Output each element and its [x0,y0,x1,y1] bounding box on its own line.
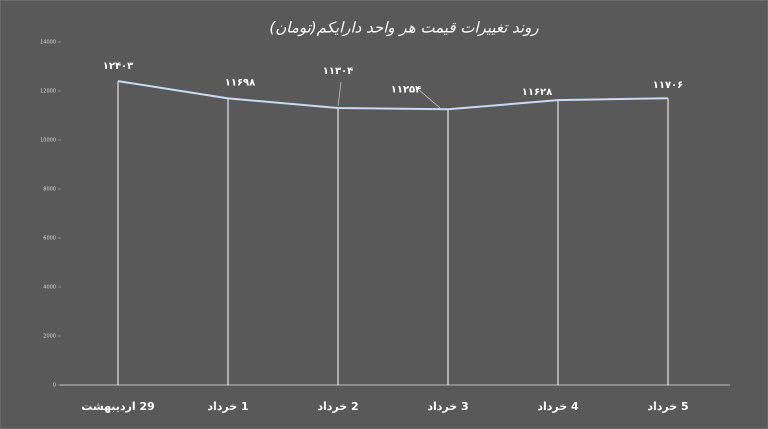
chart-title: روند تغییرات قیمت هر واحد دارایکم(تومان) [269,19,539,37]
data-label: ۱۱۲۵۴ [391,84,422,95]
y-tick-label: 10000 [40,138,56,144]
data-label: ۱۱۶۲۸ [522,87,553,98]
y-tick-label: 8000 [43,187,56,193]
x-tick-label: 29 اردیبهشت [81,400,155,413]
x-tick-label: 5 خرداد [647,400,688,413]
y-tick-label: 12000 [40,89,56,95]
y-tick-label: 4000 [43,285,56,291]
y-tick-label: 14000 [40,40,56,46]
line [117,80,669,111]
data-label: ۱۱۳۰۴ [323,66,354,77]
x-tick-label: 3 خرداد [427,400,468,413]
y-tick-label: 2000 [43,334,56,340]
y-tick-label: 6000 [43,236,56,242]
x-tick-label: 4 خرداد [537,400,579,413]
data-label: ۱۱۶۹۸ [225,77,256,88]
y-tick-label: 0 [53,383,56,389]
label-leader [417,88,441,109]
x-tick-label: 1 خرداد [207,400,248,413]
data-label: ۱۱۷۰۶ [653,80,684,91]
label-leader [337,81,342,107]
data-label: ۱۲۴۰۳ [103,61,134,72]
x-tick-label: 2 خرداد [317,400,358,413]
